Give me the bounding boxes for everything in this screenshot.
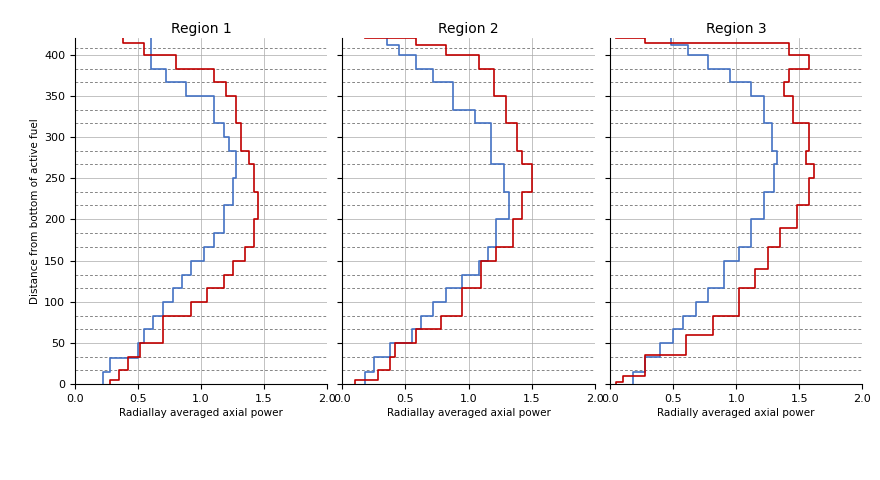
X-axis label: Radiallay averaged axial power: Radiallay averaged axial power [386, 408, 551, 418]
Y-axis label: Distance from bottom of active fuel: Distance from bottom of active fuel [30, 119, 40, 304]
X-axis label: Radially averaged axial power: Radially averaged axial power [657, 408, 815, 418]
Title: Region 1: Region 1 [171, 22, 231, 36]
X-axis label: Radiallay averaged axial power: Radiallay averaged axial power [119, 408, 283, 418]
Title: Region 2: Region 2 [438, 22, 499, 36]
Title: Region 3: Region 3 [706, 22, 766, 36]
